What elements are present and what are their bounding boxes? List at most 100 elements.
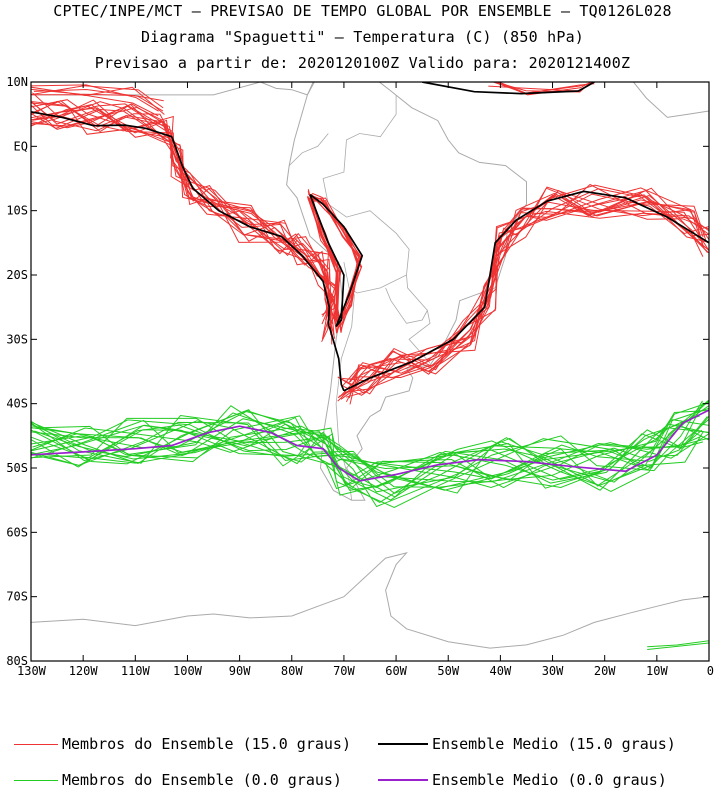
member-15-contour <box>32 99 331 316</box>
legend-item: Membros do Ensemble (0.0 graus) <box>14 771 342 789</box>
legend-label: Ensemble Medio (15.0 graus) <box>432 735 676 753</box>
member-0-contour <box>31 405 709 494</box>
lon-tick-label: 50W <box>437 664 459 678</box>
member-0-contour <box>31 429 703 503</box>
member-15-contour <box>32 94 159 117</box>
mean-15-contour <box>422 82 595 95</box>
member-0-contour <box>31 402 704 480</box>
title-line-3: Previsao a partir de: 2020120100Z Valido… <box>94 54 631 72</box>
member-15-contour <box>31 88 164 102</box>
member-15-contour <box>340 188 708 396</box>
lat-tick-label: 60S <box>6 525 28 539</box>
member-15-contour <box>338 193 709 397</box>
member-15-contour <box>31 101 330 311</box>
lat-tick-label: 30S <box>6 332 28 346</box>
border-path <box>406 274 428 311</box>
member-15-contour <box>343 184 709 393</box>
coastline-path <box>306 82 315 96</box>
lon-tick-label: 40W <box>490 664 512 678</box>
member-15-contour <box>337 191 705 399</box>
member-15-contour <box>32 92 339 339</box>
lon-tick-label: 80W <box>281 664 303 678</box>
border-path <box>385 287 431 364</box>
mean-0-contour <box>31 409 709 482</box>
members-0-layer <box>31 399 709 650</box>
legend-label: Ensemble Medio (0.0 graus) <box>432 771 667 789</box>
lat-tick-label: 70S <box>6 590 28 604</box>
legend-label: Membros do Ensemble (0.0 graus) <box>62 771 342 789</box>
member-0-contour <box>647 640 709 648</box>
mean-15-contour <box>343 190 709 392</box>
member-15-contour <box>31 100 333 325</box>
lat-tick-label: 10N <box>6 75 28 89</box>
member-15-contour <box>345 199 704 403</box>
lon-tick-label: 10W <box>646 664 668 678</box>
title-line-2: Diagrama "Spaguetti" – Temperatura (C) (… <box>140 28 585 46</box>
member-15-contour <box>31 103 338 317</box>
member-0-contour <box>647 642 709 650</box>
legend-item: Ensemble Medio (15.0 graus) <box>378 735 676 753</box>
member-15-contour <box>31 104 335 336</box>
member-15-contour <box>491 82 595 94</box>
legend-label: Membros do Ensemble (15.0 graus) <box>62 735 351 753</box>
lat-tick-label: 20S <box>6 268 28 282</box>
lon-tick-label: 90W <box>229 664 251 678</box>
lon-tick-label: 0 <box>707 664 714 678</box>
coastline-layer <box>31 82 709 649</box>
longitude-labels: 130W 120W 110W 100W 90W 80W 70W 60W 50W 40W 30W 20W… <box>17 664 714 678</box>
lon-tick-label: 60W <box>385 664 407 678</box>
member-0-contour <box>31 420 709 494</box>
member-0-contour <box>31 399 709 488</box>
lon-tick-label: 100W <box>173 664 203 678</box>
coastline-path <box>31 82 308 96</box>
legend-swatch <box>378 779 428 781</box>
member-15-contour <box>307 189 361 321</box>
member-15-contour <box>31 99 338 343</box>
lat-tick-label: 40S <box>6 397 28 411</box>
coastline-path <box>632 82 709 118</box>
latitude-labels: 10N EQ 10S 20S 30S 40S 50S 60S 70S 80S <box>6 75 28 668</box>
member-0-contour <box>31 400 703 487</box>
member-15-contour <box>31 105 334 325</box>
member-15-contour <box>342 192 707 382</box>
member-0-contour <box>31 418 709 508</box>
member-0-contour <box>31 421 703 489</box>
member-15-contour <box>348 210 709 383</box>
members-15-layer <box>31 82 709 405</box>
member-15-contour <box>31 107 332 336</box>
axis-ticks <box>30 81 710 662</box>
lat-tick-label: 50S <box>6 461 28 475</box>
member-15-contour <box>31 103 336 321</box>
border-path <box>322 94 410 294</box>
lon-tick-label: 20W <box>594 664 616 678</box>
lon-tick-label: 110W <box>121 664 151 678</box>
lat-tick-label: EQ <box>14 139 28 153</box>
member-0-contour <box>31 417 709 483</box>
legend-swatch <box>14 743 58 745</box>
border-path <box>335 294 355 501</box>
lon-tick-label: 30W <box>542 664 564 678</box>
member-0-contour <box>31 415 700 489</box>
member-15-contour <box>31 106 334 309</box>
lon-tick-label: 120W <box>69 664 99 678</box>
member-0-contour <box>31 399 709 493</box>
member-15-contour <box>31 105 336 339</box>
member-15-contour <box>349 187 704 380</box>
legend-item: Membros do Ensemble (15.0 graus) <box>14 735 351 753</box>
legend-swatch <box>14 779 58 781</box>
member-0-contour <box>31 401 709 501</box>
member-15-contour <box>31 101 330 330</box>
member-15-contour <box>33 88 164 112</box>
mean-15-contour <box>328 326 345 392</box>
member-15-contour <box>31 101 336 316</box>
legend-swatch <box>378 743 428 745</box>
member-15-contour <box>31 102 333 345</box>
member-15-contour <box>31 101 332 336</box>
mean-15-contour <box>31 111 331 327</box>
coastline-path <box>31 552 709 649</box>
lon-tick-label: 70W <box>333 664 355 678</box>
member-15-contour <box>349 186 709 383</box>
lat-tick-label: 80S <box>6 654 28 668</box>
mean-15-contour <box>309 193 364 328</box>
